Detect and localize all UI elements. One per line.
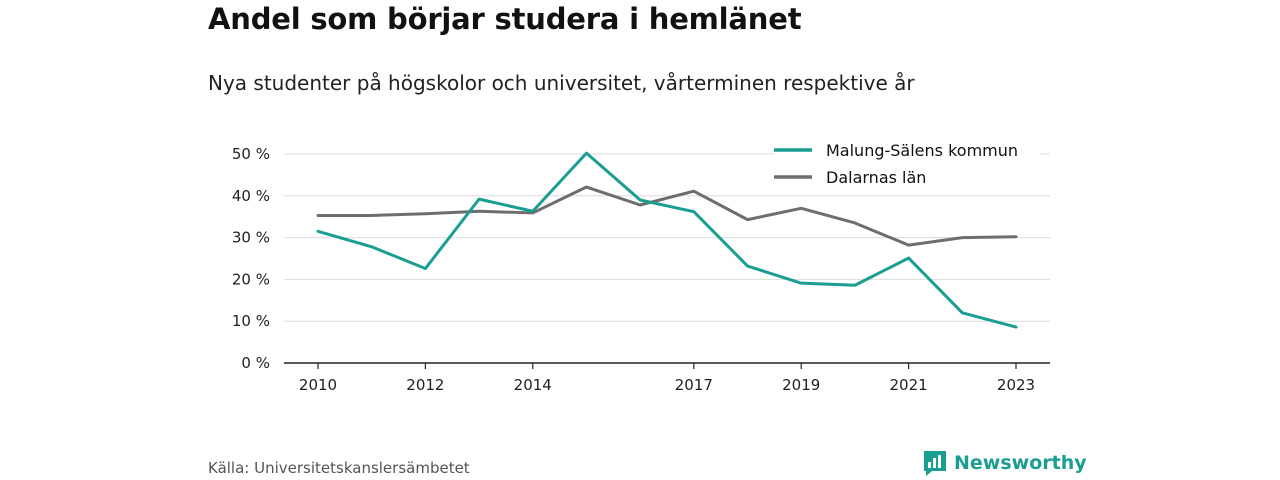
legend-label: Dalarnas län	[826, 168, 926, 187]
y-tick-label: 20 %	[232, 270, 270, 288]
y-tick-label: 40 %	[232, 187, 270, 205]
y-axis-ticks: 0 % 10 % 20 % 30 % 40 % 50 %	[232, 145, 270, 372]
x-tick-label: 2014	[514, 376, 552, 394]
chart-subtitle: Nya studenter på högskolor och universit…	[208, 71, 915, 95]
x-tick-label: 2012	[406, 376, 444, 394]
x-tick-label: 2017	[675, 376, 713, 394]
x-tick-label: 2023	[997, 376, 1035, 394]
legend-label: Malung-Sälens kommun	[826, 141, 1018, 160]
newsworthy-logo-icon	[924, 451, 946, 476]
x-tick-label: 2019	[782, 376, 820, 394]
legend-background	[774, 136, 1040, 158]
y-tick-label: 10 %	[232, 312, 270, 330]
source-note: Källa: Universitetskanslersämbetet	[208, 459, 470, 477]
x-tick-label: 2021	[890, 376, 928, 394]
chart-title: Andel som börjar studera i hemlänet	[208, 2, 802, 36]
series-line	[316, 185, 1018, 247]
data-series	[316, 151, 1018, 329]
x-axis: 2010 2012 2014 2017 2019 2021 2023	[284, 362, 1050, 394]
brand-name: Newsworthy	[954, 452, 1087, 474]
y-tick-label: 0 %	[241, 354, 270, 372]
brand-logo: Newsworthy	[922, 449, 1087, 477]
y-tick-label: 30 %	[232, 229, 270, 247]
legend-background	[774, 163, 1040, 185]
y-tick-label: 50 %	[232, 145, 270, 163]
x-tick-label: 2010	[299, 376, 337, 394]
series-line	[316, 151, 1018, 329]
legend: Malung-Sälens kommun Dalarnas län	[774, 136, 1040, 187]
